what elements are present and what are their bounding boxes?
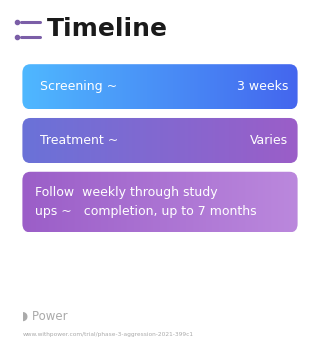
Text: 3 weeks: 3 weeks (236, 80, 288, 93)
Text: Follow  weekly through study
ups ~   completion, up to 7 months: Follow weekly through study ups ~ comple… (35, 186, 257, 218)
Text: ◗ Power: ◗ Power (22, 309, 68, 322)
Text: www.withpower.com/trial/phase-3-aggression-2021-399c1: www.withpower.com/trial/phase-3-aggressi… (22, 332, 193, 337)
Text: Screening ~: Screening ~ (40, 80, 117, 93)
Text: Treatment ~: Treatment ~ (40, 134, 118, 147)
Text: Timeline: Timeline (46, 17, 167, 42)
Text: Varies: Varies (250, 134, 288, 147)
